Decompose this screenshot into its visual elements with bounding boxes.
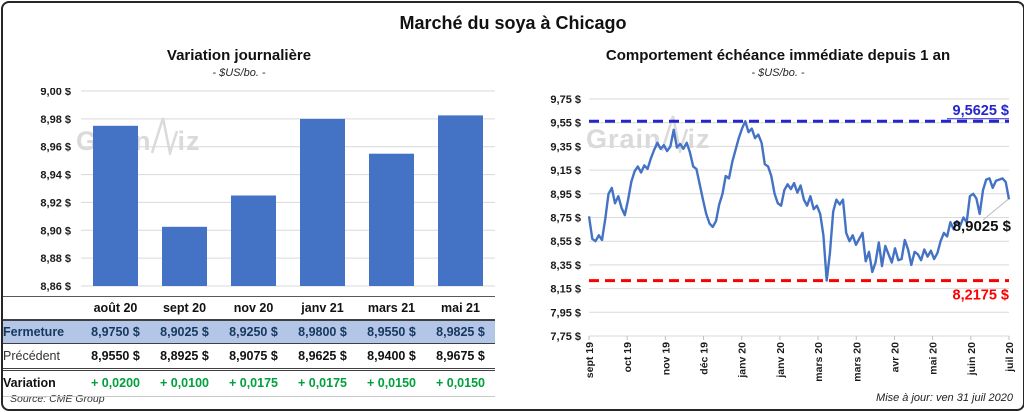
cell-fermeture: 8,9250 $ <box>219 319 288 344</box>
line-chart-subtitle: - $US/bo. - <box>751 67 805 79</box>
x-axis-tick-label: nov 19 <box>660 342 672 375</box>
cell-variation: + 0,0200 <box>81 369 150 397</box>
cell-fermeture: 8,9825 $ <box>426 319 495 344</box>
x-axis-tick-label: mai 20 <box>928 342 940 375</box>
cell-fermeture: 8,9550 $ <box>357 319 426 344</box>
y-axis-tick-label: 8,94 $ <box>40 170 71 182</box>
y-axis-tick-label: 8,98 $ <box>40 114 71 126</box>
y-axis-tick-label: 9,00 $ <box>40 88 71 98</box>
cell-précédent: 8,9675 $ <box>426 343 495 371</box>
max-value-label: 9,5625 $ <box>953 103 1009 119</box>
y-axis-tick-label: 9,55 $ <box>550 118 581 130</box>
column-header-août-20: août 20 <box>81 296 150 320</box>
source-note: Source: CME Group <box>10 393 105 405</box>
y-axis-tick-label: 8,88 $ <box>40 253 71 265</box>
cell-précédent: 8,8925 $ <box>150 343 219 371</box>
bar-janv-21 <box>300 118 345 287</box>
row-label: Précédent <box>3 343 81 371</box>
x-axis-tick-label: mars 20 <box>851 342 863 382</box>
column-header-sept-20: sept 20 <box>150 296 219 320</box>
min-value-label: 8,2175 $ <box>953 288 1009 304</box>
y-axis-tick-label: 9,75 $ <box>550 94 581 106</box>
x-axis-tick-label: juin 20 <box>966 342 978 376</box>
column-header-janv-21: janv 21 <box>288 296 357 320</box>
y-axis-tick-label: 8,35 $ <box>550 260 581 272</box>
y-axis-tick-label: 8,90 $ <box>40 225 71 237</box>
watermark-zigzag-icon <box>660 115 688 153</box>
x-axis-tick-label: sept 19 <box>584 342 596 378</box>
cell-précédent: 8,9400 $ <box>357 343 426 371</box>
x-axis-tick-label: janv 20 <box>775 342 787 379</box>
update-note: Mise à jour: ven 31 juil 2020 <box>876 392 1013 404</box>
cell-variation: + 0,0150 <box>357 369 426 397</box>
x-axis-tick-label: juil 20 <box>1004 342 1016 373</box>
cell-précédent: 8,9550 $ <box>81 343 150 371</box>
x-axis-tick-label: janv 20 <box>737 342 749 379</box>
column-header-nov-20: nov 20 <box>219 296 288 320</box>
x-axis-tick-label: mars 20 <box>813 342 825 382</box>
page-title: Marché du soya à Chicago <box>399 13 627 33</box>
cell-variation: + 0,0100 <box>150 369 219 397</box>
table-corner-cell <box>3 296 81 320</box>
table-header-row: août 20 sept 20 nov 20 janv 21 mars 21 mai 21 <box>3 296 495 320</box>
cell-précédent: 8,9075 $ <box>219 343 288 371</box>
cell-fermeture: 8,9025 $ <box>150 319 219 344</box>
bar-août-20 <box>93 125 138 286</box>
bar-mars-21 <box>369 153 414 286</box>
last-point-leader-line <box>982 199 1009 221</box>
y-axis-tick-label: 8,15 $ <box>550 284 581 296</box>
cell-variation: + 0,0150 <box>426 369 495 397</box>
price-line <box>587 120 1011 282</box>
bar-nov-20 <box>231 195 276 286</box>
quotes-table: août 20 sept 20 nov 20 janv 21 mars 21 mai 21… <box>3 296 495 397</box>
cell-précédent: 8,9625 $ <box>288 343 357 371</box>
y-axis-tick-label: 7,95 $ <box>550 307 581 319</box>
row-label: Variation <box>3 369 81 397</box>
column-header-mars-21: mars 21 <box>357 296 426 320</box>
y-axis-tick-label: 9,15 $ <box>550 165 581 177</box>
x-axis-tick-label: avr 20 <box>889 342 901 373</box>
cell-fermeture: 8,9800 $ <box>288 319 357 344</box>
y-axis-tick-label: 8,75 $ <box>550 213 581 225</box>
bar-mai-21 <box>438 115 483 287</box>
last-value-label: 8,9025 $ <box>953 218 1012 235</box>
row-label: Fermeture <box>3 319 81 344</box>
y-axis-tick-label: 8,96 $ <box>40 142 71 154</box>
table-row-précédent: Précédent 8,9550 $8,8925 $8,9075 $8,9625 … <box>3 343 495 371</box>
watermark-zigzag-icon <box>150 117 178 155</box>
x-axis-tick-label: oct 19 <box>622 342 634 373</box>
line-chart-title: Comportement échéance immédiate depuis 1… <box>605 47 951 64</box>
y-axis-tick-label: 7,75 $ <box>550 331 581 343</box>
y-axis-tick-label: 8,95 $ <box>550 189 581 201</box>
bar-sept-20 <box>162 226 207 286</box>
x-axis-tick-label: déc 19 <box>699 342 711 375</box>
watermark-tail: iz <box>177 126 201 156</box>
table-row-variation: Variation + 0,0200 + 0,0100 + 0,0175 + 0,017… <box>3 369 495 397</box>
cell-variation: + 0,0175 <box>219 369 288 397</box>
y-axis-tick-label: 8,55 $ <box>550 236 581 248</box>
line-chart: 9,75 $ 9,55 $ 9,35 $ 9,15 $ 8,95 $ 8,75 $ 8,55… <box>550 94 1016 382</box>
bar-chart-title: Variation journalière <box>166 47 312 64</box>
y-axis-tick-label: 9,35 $ <box>550 141 581 153</box>
y-axis-tick-label: 8,86 $ <box>40 281 71 292</box>
bar-chart: 9,00 $ 8,98 $ 8,96 $ 8,94 $ 8,92 $ 8,90 $ 8,88… <box>40 88 495 292</box>
y-axis-tick-label: 8,92 $ <box>40 197 71 209</box>
cell-fermeture: 8,9750 $ <box>81 319 150 344</box>
cell-variation: + 0,0175 <box>288 369 357 397</box>
column-header-mai-21: mai 21 <box>426 296 495 320</box>
table-row-fermeture: Fermeture 8,9750 $8,9025 $8,9250 $8,9800 … <box>3 319 495 344</box>
bar-chart-subtitle: - $US/bo. - <box>212 67 266 79</box>
